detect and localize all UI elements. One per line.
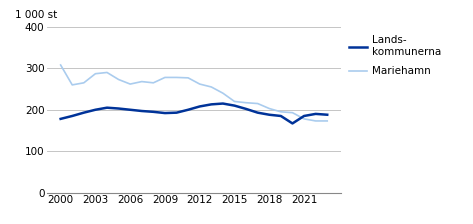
- Mariehamn: [313, 120, 318, 122]
- Text: 1 000 st: 1 000 st: [15, 10, 57, 20]
- Lands-
kommunerna: [301, 115, 307, 117]
- Lands-
kommunerna: [209, 103, 214, 106]
- Legend: Lands-
kommunerna, Mariehamn: Lands- kommunerna, Mariehamn: [349, 35, 441, 76]
- Lands-
kommunerna: [243, 108, 249, 110]
- Lands-
kommunerna: [127, 108, 133, 111]
- Mariehamn: [220, 92, 226, 95]
- Mariehamn: [116, 78, 122, 81]
- Mariehamn: [289, 111, 295, 114]
- Mariehamn: [139, 80, 145, 83]
- Mariehamn: [150, 82, 156, 84]
- Lands-
kommunerna: [81, 111, 87, 114]
- Lands-
kommunerna: [185, 108, 191, 111]
- Lands-
kommunerna: [139, 110, 145, 112]
- Lands-
kommunerna: [150, 110, 156, 113]
- Mariehamn: [58, 64, 63, 66]
- Mariehamn: [255, 102, 261, 105]
- Mariehamn: [301, 118, 307, 120]
- Lands-
kommunerna: [93, 108, 98, 111]
- Line: Mariehamn: Mariehamn: [61, 65, 327, 121]
- Mariehamn: [70, 84, 75, 86]
- Lands-
kommunerna: [289, 122, 295, 125]
- Mariehamn: [243, 101, 249, 104]
- Mariehamn: [185, 77, 191, 79]
- Lands-
kommunerna: [313, 112, 318, 115]
- Lands-
kommunerna: [174, 111, 179, 114]
- Lands-
kommunerna: [104, 106, 110, 109]
- Lands-
kommunerna: [58, 118, 63, 120]
- Lands-
kommunerna: [220, 102, 226, 105]
- Lands-
kommunerna: [255, 111, 261, 114]
- Lands-
kommunerna: [232, 104, 237, 107]
- Line: Lands-
kommunerna: Lands- kommunerna: [61, 103, 327, 123]
- Lands-
kommunerna: [266, 113, 272, 116]
- Mariehamn: [232, 100, 237, 103]
- Mariehamn: [174, 76, 179, 79]
- Lands-
kommunerna: [278, 115, 284, 117]
- Mariehamn: [278, 110, 284, 113]
- Lands-
kommunerna: [70, 115, 75, 117]
- Mariehamn: [127, 83, 133, 85]
- Lands-
kommunerna: [116, 107, 122, 110]
- Lands-
kommunerna: [197, 105, 202, 108]
- Mariehamn: [324, 120, 330, 122]
- Mariehamn: [197, 83, 202, 85]
- Mariehamn: [209, 86, 214, 88]
- Lands-
kommunerna: [324, 113, 330, 116]
- Mariehamn: [81, 82, 87, 84]
- Mariehamn: [162, 76, 168, 79]
- Mariehamn: [104, 71, 110, 74]
- Lands-
kommunerna: [162, 112, 168, 114]
- Mariehamn: [266, 107, 272, 110]
- Mariehamn: [93, 72, 98, 75]
